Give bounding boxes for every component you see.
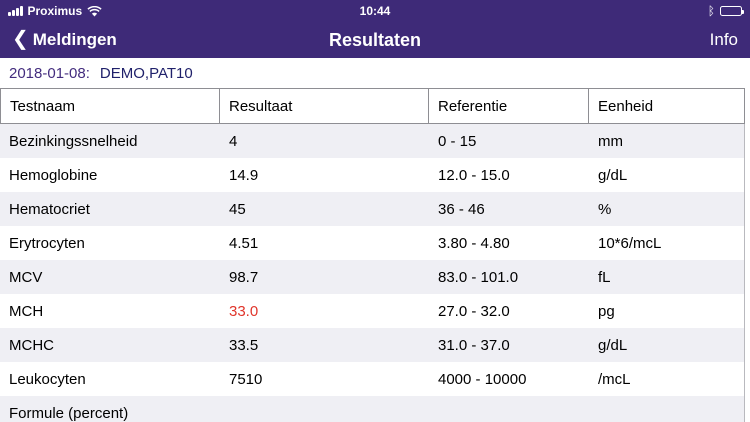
table-row[interactable]: Erytrocyten 4.51 3.80 - 4.80 10*6/mcL (0, 226, 744, 260)
signal-strength-icon (8, 6, 23, 16)
table-row[interactable]: MCHC 33.5 31.0 - 37.0 g/dL (0, 328, 744, 362)
cell-eenheid: g/dL (598, 166, 628, 184)
report-date: 2018-01-08: (9, 64, 90, 82)
bluetooth-icon: ᛒ (707, 4, 715, 18)
cell-eenheid: 10*6/mcL (598, 234, 662, 252)
header-testnaam: Testnaam (1, 89, 220, 123)
cell-resultaat: 14.9 (229, 166, 259, 184)
wifi-icon (87, 5, 102, 17)
battery-icon (720, 6, 744, 16)
cell-testnaam: Hemoglobine (9, 166, 98, 184)
cell-referentie: 3.80 - 4.80 (438, 234, 510, 252)
table-row[interactable]: Bezinkingssnelheid 4 0 - 15 mm (0, 124, 744, 158)
info-button[interactable]: Info (709, 30, 738, 49)
status-bar-time: 10:44 (359, 4, 391, 18)
results-table: Testnaam Resultaat Referentie Eenheid Be… (0, 88, 750, 422)
chevron-left-icon: ❮ (12, 28, 29, 50)
table-row[interactable]: Hematocriet 45 36 - 46% (0, 192, 744, 226)
cell-referentie: 0 - 15 (438, 132, 477, 150)
cell-eenheid: g/dL (598, 336, 628, 354)
cell-resultaat: 98.7 (229, 268, 259, 286)
cell-testnaam: Hematocriet (9, 200, 90, 218)
table-row[interactable]: Formule (percent) (0, 396, 744, 422)
cell-testnaam: Erytrocyten (9, 234, 85, 252)
cell-testnaam: Formule (percent) (9, 404, 129, 422)
cell-referentie: 27.0 - 32.0 (438, 302, 510, 320)
cell-resultaat (220, 396, 429, 422)
cell-eenheid: pg (598, 302, 615, 320)
cell-referentie: 83.0 - 101.0 (438, 268, 519, 286)
cell-referentie: 12.0 - 15.0 (438, 166, 510, 184)
table-row[interactable]: MCV 98.7 83.0 - 101.0 fL (0, 260, 744, 294)
cell-referentie (429, 396, 589, 422)
cell-referentie: 31.0 - 37.0 (438, 336, 510, 354)
cell-testnaam: MCH (9, 302, 44, 320)
cell-resultaat: 45 (229, 200, 246, 218)
carrier-label: Proximus (27, 4, 83, 18)
status-bar-right: ᛒ (707, 4, 744, 18)
cell-eenheid: % (598, 200, 612, 218)
table-row[interactable]: Hemoglobine 14.9 12.0 - 15.0 g/dL (0, 158, 744, 192)
header-referentie: Referentie (429, 89, 589, 123)
cell-resultaat: 4.51 (229, 234, 259, 252)
scrollbar-gutter (745, 88, 750, 388)
patient-row: 2018-01-08: DEMO,PAT10 (0, 58, 750, 88)
cell-referentie: 36 - 46 (438, 200, 485, 218)
table-row[interactable]: Leukocyten 7510 4000 - 10000/mcL (0, 362, 744, 396)
status-bar: Proximus 10:44 ᛒ (0, 0, 750, 22)
cell-testnaam: Bezinkingssnelheid (9, 132, 138, 150)
cell-resultaat: 33.0 (229, 302, 259, 320)
cell-eenheid (589, 396, 744, 422)
results-table-body: Bezinkingssnelheid 4 0 - 15 mm Hemoglobine 14… (0, 124, 745, 422)
cell-resultaat: 4 (229, 132, 238, 150)
cell-resultaat: 33.5 (229, 336, 259, 354)
header-eenheid: Eenheid (598, 97, 654, 115)
cell-testnaam: Leukocyten (9, 370, 86, 388)
patient-name: DEMO,PAT10 (99, 64, 193, 82)
results-table-header: Testnaam Resultaat Referentie Eenheid (0, 88, 745, 124)
cell-testnaam: MCV (9, 268, 43, 286)
cell-referentie: 4000 - 10000 (438, 370, 527, 388)
cell-eenheid: fL (598, 268, 611, 286)
cell-eenheid: /mcL (598, 370, 631, 388)
table-row[interactable]: MCH 33.0 27.0 - 32.0 pg (0, 294, 744, 328)
nav-bar: ❮ Meldingen Resultaten Info (0, 22, 750, 58)
back-button-label: Meldingen (32, 30, 117, 49)
cell-testnaam: MCHC (9, 336, 54, 354)
back-button[interactable]: ❮ Meldingen (12, 28, 117, 50)
cell-resultaat: 7510 (229, 370, 263, 388)
cell-eenheid: mm (598, 132, 623, 150)
status-bar-left: Proximus (8, 4, 102, 18)
header-resultaat: Resultaat (220, 89, 429, 123)
